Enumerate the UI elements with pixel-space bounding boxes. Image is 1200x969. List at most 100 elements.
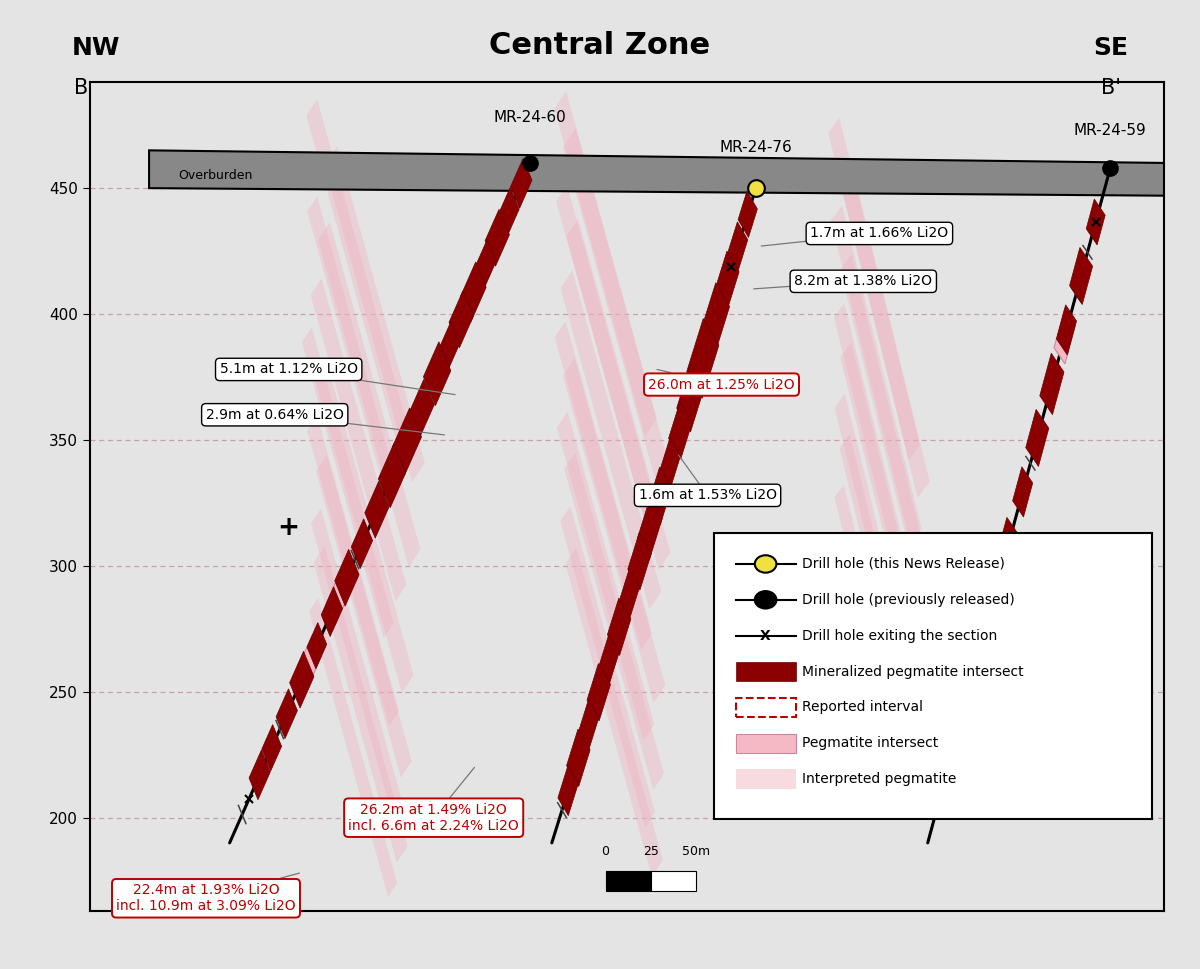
Polygon shape (311, 509, 402, 815)
Polygon shape (840, 342, 929, 673)
Polygon shape (659, 436, 682, 490)
Polygon shape (840, 254, 929, 585)
Text: 1.7m at 1.66% Li2O: 1.7m at 1.66% Li2O (761, 227, 948, 246)
Text: SE: SE (1093, 36, 1128, 60)
Polygon shape (1069, 247, 1093, 304)
Polygon shape (557, 185, 655, 518)
Polygon shape (828, 118, 920, 460)
Polygon shape (289, 651, 314, 708)
Polygon shape (438, 322, 460, 371)
Polygon shape (566, 729, 590, 787)
Polygon shape (511, 159, 532, 208)
Polygon shape (424, 342, 451, 406)
Polygon shape (628, 533, 652, 590)
Bar (606, 870, 650, 891)
Polygon shape (307, 416, 400, 727)
Polygon shape (560, 270, 661, 610)
Polygon shape (1026, 409, 1049, 466)
Polygon shape (307, 197, 400, 507)
Polygon shape (840, 166, 930, 498)
Text: 26.2m at 1.49% Li2O
incl. 6.6m at 2.24% Li2O: 26.2m at 1.49% Li2O incl. 6.6m at 2.24% … (348, 767, 520, 832)
Polygon shape (1039, 354, 1064, 415)
Text: 26.0m at 1.25% Li2O: 26.0m at 1.25% Li2O (648, 369, 794, 391)
Polygon shape (834, 303, 920, 627)
Text: 1.6m at 1.53% Li2O: 1.6m at 1.53% Li2O (638, 455, 776, 502)
Text: MR-24-60: MR-24-60 (494, 110, 566, 125)
Polygon shape (578, 700, 599, 750)
Text: 5.1m at 1.12% Li2O: 5.1m at 1.12% Li2O (220, 362, 455, 394)
Text: NW: NW (72, 36, 120, 60)
Polygon shape (1054, 309, 1075, 364)
Polygon shape (607, 598, 631, 655)
Polygon shape (701, 283, 730, 356)
Polygon shape (352, 518, 372, 569)
Polygon shape (262, 725, 282, 770)
Polygon shape (648, 467, 672, 524)
Polygon shape (306, 99, 410, 453)
Polygon shape (563, 358, 665, 703)
Polygon shape (461, 262, 486, 323)
Polygon shape (637, 498, 662, 559)
Text: Mineralized pegmatite intersect: Mineralized pegmatite intersect (802, 665, 1024, 678)
Bar (650, 870, 696, 891)
Polygon shape (830, 205, 922, 544)
Polygon shape (566, 219, 671, 571)
Polygon shape (565, 547, 662, 876)
Polygon shape (335, 549, 359, 607)
Text: MR-24-59: MR-24-59 (1074, 123, 1147, 138)
Polygon shape (449, 291, 473, 348)
Text: 8.2m at 1.38% Li2O: 8.2m at 1.38% Li2O (754, 274, 932, 289)
Polygon shape (302, 328, 394, 639)
Polygon shape (276, 689, 298, 738)
Polygon shape (410, 379, 434, 436)
Polygon shape (715, 251, 739, 308)
Polygon shape (318, 222, 420, 567)
Polygon shape (485, 209, 510, 266)
Polygon shape (660, 438, 680, 488)
Polygon shape (1086, 199, 1105, 245)
Polygon shape (326, 572, 349, 625)
Polygon shape (834, 484, 918, 798)
Text: X: X (761, 629, 770, 642)
Text: 0: 0 (601, 845, 610, 858)
Polygon shape (316, 454, 412, 777)
Polygon shape (324, 146, 425, 482)
Text: Central Zone: Central Zone (490, 31, 710, 60)
Polygon shape (996, 517, 1020, 575)
Polygon shape (560, 506, 655, 828)
Text: 2.9m at 0.64% Li2O: 2.9m at 0.64% Li2O (205, 408, 444, 435)
Polygon shape (968, 629, 989, 679)
Text: Interpreted pegmatite: Interpreted pegmatite (802, 772, 956, 786)
Polygon shape (668, 402, 692, 459)
Polygon shape (727, 222, 748, 272)
Polygon shape (982, 569, 1006, 631)
Polygon shape (554, 321, 652, 650)
Text: Reported interval: Reported interval (802, 701, 923, 714)
Polygon shape (378, 444, 406, 508)
Text: Pegmatite intersect: Pegmatite intersect (802, 736, 938, 750)
Polygon shape (557, 412, 654, 740)
Polygon shape (619, 569, 640, 619)
Polygon shape (563, 128, 670, 485)
Polygon shape (311, 279, 407, 602)
Text: 25: 25 (643, 845, 659, 858)
Polygon shape (474, 240, 496, 290)
Text: Drill hole exiting the section: Drill hole exiting the section (802, 629, 997, 642)
Polygon shape (499, 187, 520, 234)
Text: 50m: 50m (682, 845, 709, 858)
Polygon shape (1013, 467, 1033, 517)
Polygon shape (1056, 305, 1076, 355)
Polygon shape (149, 150, 1164, 196)
Polygon shape (554, 91, 656, 436)
Text: B': B' (1100, 78, 1121, 98)
Text: +: + (277, 516, 300, 541)
Polygon shape (839, 434, 926, 758)
Polygon shape (307, 622, 326, 669)
Text: Drill hole (previously released): Drill hole (previously released) (802, 593, 1014, 607)
Polygon shape (300, 635, 322, 684)
Polygon shape (392, 408, 421, 476)
Polygon shape (677, 363, 704, 432)
Polygon shape (834, 393, 920, 713)
Polygon shape (564, 453, 664, 790)
Polygon shape (365, 482, 389, 538)
